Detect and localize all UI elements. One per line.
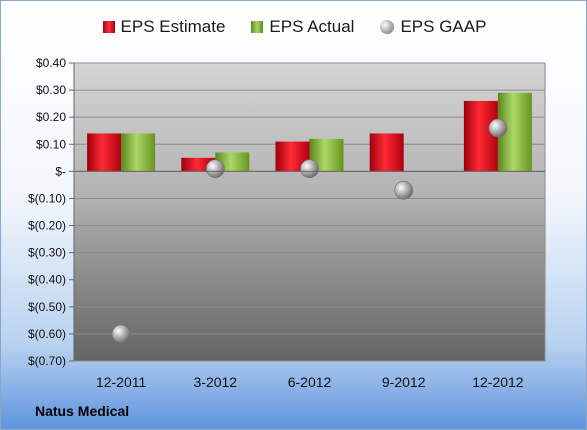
gaap-point — [206, 159, 225, 178]
gaap-point — [111, 324, 131, 344]
estimate-bar — [463, 100, 498, 172]
x-tick-label: 12-2012 — [472, 374, 524, 390]
x-tick-label: 12-2011 — [96, 374, 147, 390]
legend-label-estimate: EPS Estimate — [120, 17, 226, 36]
y-tick-label: $(0.10) — [28, 191, 66, 205]
y-tick-label: $(0.70) — [28, 354, 66, 368]
y-tick-label: $(0.30) — [28, 246, 66, 260]
legend-swatch-estimate — [102, 21, 115, 33]
y-tick-label: $(0.40) — [28, 273, 66, 287]
y-tick-label: $- — [55, 164, 66, 178]
y-axis: $0.40 $0.30 $0.20 $0.10 $- $(0.10) $(0.20) $(0.… — [28, 56, 75, 368]
y-tick-label: $0.10 — [36, 137, 66, 151]
gaap-point — [300, 159, 319, 178]
x-axis: 12-2011 3-2012 6-2012 9-2012 12-2012 — [74, 170, 545, 390]
legend-label-gaap: EPS GAAP — [400, 17, 487, 36]
x-tick-label: 3-2012 — [194, 374, 238, 390]
y-tick-label: $(0.60) — [28, 327, 66, 341]
y-tick-label: $(0.50) — [28, 300, 66, 314]
actual-bar — [121, 133, 156, 172]
x-tick-label: 6-2012 — [288, 374, 332, 390]
legend-label-actual: EPS Actual — [269, 17, 355, 36]
estimate-bar — [369, 133, 404, 172]
y-tick-label: $0.20 — [36, 110, 66, 124]
legend: EPS Estimate EPS Actual EPS GAAP — [1, 17, 587, 37]
x-tick-label: 9-2012 — [382, 374, 426, 390]
y-tick-label: $0.40 — [36, 56, 66, 70]
legend-item-gaap: EPS GAAP — [380, 17, 486, 37]
legend-swatch-gaap — [380, 20, 395, 34]
legend-swatch-actual — [251, 21, 264, 33]
y-tick-label: $(0.20) — [28, 219, 66, 233]
company-name: Natus Medical — [35, 403, 130, 419]
legend-item-estimate: EPS Estimate — [102, 17, 226, 37]
y-tick-label: $0.30 — [36, 83, 66, 97]
gaap-point — [394, 181, 414, 200]
legend-item-actual: EPS Actual — [251, 17, 354, 37]
gaap-point — [488, 118, 508, 138]
gaap-points — [111, 118, 508, 344]
estimate-bar — [87, 133, 122, 172]
